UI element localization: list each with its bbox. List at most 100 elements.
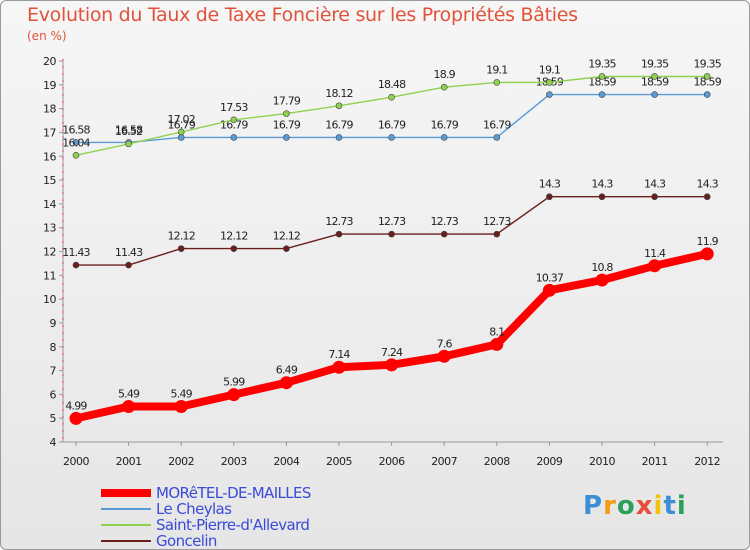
data-label-goncelin: 12.73 — [430, 215, 458, 228]
data-point-le-cheylas — [388, 134, 395, 141]
legend-label: Saint-Pierre-d'Allevard — [156, 516, 310, 534]
y-tick-label: 8 — [50, 341, 57, 354]
data-label-le-cheylas: 16.79 — [483, 118, 511, 131]
data-point-goncelin — [72, 261, 80, 269]
x-tick-label: 2005 — [326, 455, 352, 468]
data-point-goncelin — [283, 245, 290, 252]
data-point-mor-tel-de-mailles — [279, 376, 293, 390]
x-tick-label: 2009 — [536, 455, 562, 468]
y-tick-label: 11 — [43, 269, 56, 282]
legend-swatch — [101, 524, 151, 526]
y-tick-label: 9 — [50, 317, 57, 330]
data-label-mor-tel-de-mailles: 8.1 — [489, 325, 504, 338]
data-label-le-cheylas: 18.59 — [641, 76, 669, 89]
data-point-le-cheylas — [177, 134, 185, 141]
data-point-mor-tel-de-mailles — [437, 349, 451, 363]
data-point-mor-tel-de-mailles — [174, 400, 188, 414]
data-point-goncelin — [546, 193, 553, 201]
data-label-goncelin: 14.3 — [697, 178, 719, 191]
data-point-saint-pierre-d-allevard — [703, 73, 711, 80]
data-label-le-cheylas: 18.59 — [588, 76, 616, 89]
data-label-mor-tel-de-mailles: 10.37 — [536, 271, 564, 284]
data-label-saint-pierre-d-allevard: 18.9 — [434, 68, 456, 81]
data-point-saint-pierre-d-allevard — [177, 128, 185, 136]
legend-label: Goncelin — [156, 532, 217, 550]
data-point-mor-tel-de-mailles — [227, 388, 241, 402]
x-tick-label: 2008 — [484, 455, 510, 468]
data-point-le-cheylas — [335, 134, 343, 141]
legend-swatch — [101, 489, 151, 497]
x-tick-label: 2002 — [168, 455, 194, 468]
data-point-le-cheylas — [598, 91, 606, 98]
data-point-saint-pierre-d-allevard — [546, 79, 553, 86]
data-label-saint-pierre-d-allevard: 16.52 — [115, 125, 143, 138]
data-point-saint-pierre-d-allevard — [598, 73, 606, 80]
data-point-mor-tel-de-mailles — [332, 360, 346, 374]
data-label-goncelin: 12.12 — [273, 230, 301, 243]
data-label-le-cheylas: 16.79 — [325, 118, 353, 131]
data-point-goncelin — [703, 193, 711, 201]
data-label-le-cheylas: 16.79 — [430, 118, 458, 131]
data-label-le-cheylas: 16.58 — [115, 123, 143, 136]
data-label-goncelin: 11.43 — [115, 246, 143, 259]
y-tick-label: 14 — [43, 198, 56, 211]
legend-item: MORêTEL-DE-MAILLES — [101, 484, 361, 502]
data-label-le-cheylas: 16.79 — [378, 118, 406, 131]
data-label-goncelin: 14.3 — [539, 178, 561, 191]
logo-letter: i — [653, 491, 664, 521]
data-point-goncelin — [177, 245, 185, 252]
data-point-le-cheylas — [703, 91, 711, 98]
data-point-saint-pierre-d-allevard — [125, 140, 132, 148]
data-label-mor-tel-de-mailles: 4.99 — [65, 399, 87, 412]
data-point-le-cheylas — [72, 139, 80, 146]
data-label-mor-tel-de-mailles: 5.49 — [171, 388, 193, 401]
data-point-mor-tel-de-mailles — [542, 283, 556, 297]
data-label-mor-tel-de-mailles: 5.49 — [118, 388, 140, 401]
y-tick-label: 16 — [43, 150, 56, 163]
data-point-mor-tel-de-mailles — [122, 400, 136, 414]
logo-letter: i — [676, 491, 687, 521]
legend-item: Saint-Pierre-d'Allevard — [101, 516, 361, 534]
data-label-saint-pierre-d-allevard: 19.35 — [693, 57, 721, 70]
data-point-saint-pierre-d-allevard — [335, 102, 343, 110]
y-tick-label: 20 — [43, 55, 56, 68]
data-point-saint-pierre-d-allevard — [72, 151, 80, 159]
data-point-saint-pierre-d-allevard — [230, 116, 238, 124]
data-label-le-cheylas: 16.79 — [167, 118, 195, 131]
x-tick-label: 2012 — [694, 455, 720, 468]
y-tick-label: 19 — [43, 79, 56, 92]
data-label-saint-pierre-d-allevard: 18.12 — [325, 87, 353, 100]
y-tick-label: 10 — [43, 293, 56, 306]
x-tick-label: 2011 — [642, 455, 668, 468]
data-point-le-cheylas — [651, 91, 658, 98]
data-point-mor-tel-de-mailles — [648, 259, 662, 273]
y-tick-label: 4 — [50, 436, 57, 449]
data-label-saint-pierre-d-allevard: 19.1 — [539, 63, 560, 76]
y-tick-label: 17 — [43, 126, 56, 139]
data-label-mor-tel-de-mailles: 11.4 — [644, 247, 666, 260]
legend-label: MORêTEL-DE-MAILLES — [156, 484, 311, 502]
data-point-mor-tel-de-mailles — [595, 273, 609, 287]
data-point-saint-pierre-d-allevard — [283, 110, 290, 117]
line-chart: 4 5 6 7 8 9 10 11 12 13 14 15 16 17 18 19 20 2000 2001 2002… — [43, 55, 723, 468]
data-point-saint-pierre-d-allevard — [493, 79, 501, 86]
data-point-mor-tel-de-mailles — [69, 411, 83, 425]
data-label-saint-pierre-d-allevard: 16.04 — [62, 136, 90, 149]
logo-letter: P — [583, 491, 604, 521]
data-point-goncelin — [335, 230, 343, 238]
data-point-goncelin — [440, 230, 448, 238]
data-label-mor-tel-de-mailles: 7.24 — [381, 346, 403, 359]
data-label-saint-pierre-d-allevard: 17.02 — [167, 113, 195, 126]
y-tick-label: 7 — [50, 365, 57, 378]
x-tick-label: 2001 — [116, 455, 142, 468]
data-label-saint-pierre-d-allevard: 19.35 — [588, 57, 616, 70]
data-point-goncelin — [230, 245, 238, 252]
data-point-goncelin — [493, 230, 501, 238]
y-tick-label: 12 — [43, 246, 56, 259]
data-label-mor-tel-de-mailles: 10.8 — [591, 261, 613, 274]
data-label-mor-tel-de-mailles: 7.6 — [437, 337, 453, 350]
data-label-goncelin: 14.3 — [644, 178, 666, 191]
logo-letter: r — [603, 491, 617, 521]
y-tick-label: 15 — [43, 174, 56, 187]
